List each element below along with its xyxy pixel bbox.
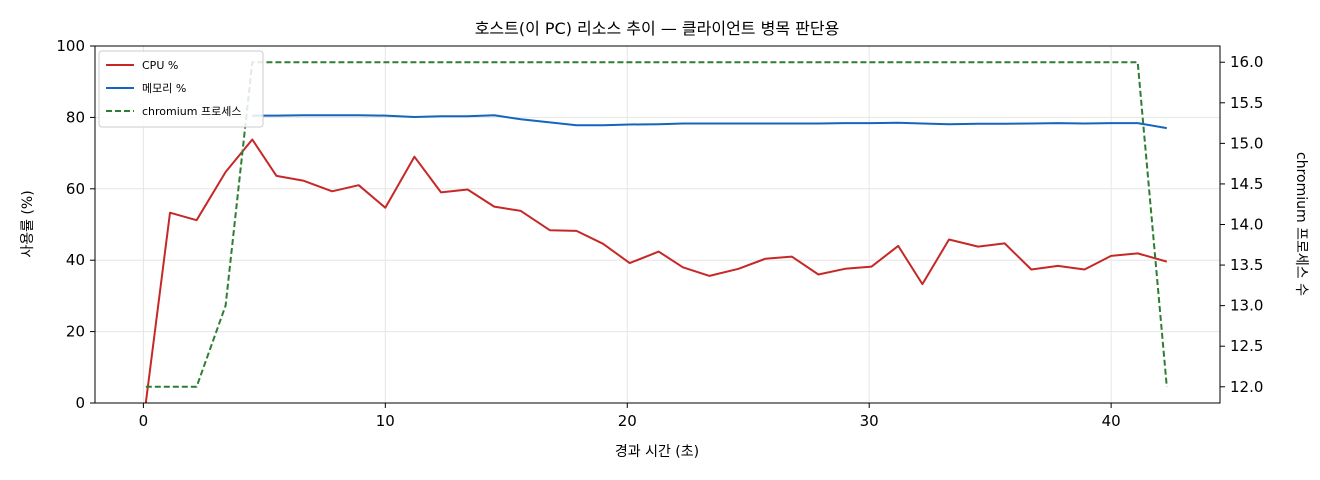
grid [95, 45, 1220, 404]
legend-box [98, 50, 264, 128]
series-line-1 [144, 138, 1168, 404]
y-axis-ticks: 0 20 40 60 80 100 [56, 37, 95, 412]
x-tick-label: 10 [376, 412, 395, 430]
plot-frame [94, 45, 1221, 404]
y-tick-label: 40 [66, 251, 85, 269]
y-tick-label: 80 [66, 108, 85, 126]
legend: CPU % 메모리 % chromium 프로세스 [98, 50, 264, 128]
y2-tick-label: 14.5 [1230, 175, 1263, 193]
legend-label: CPU % [142, 59, 178, 72]
series-layer [144, 61, 1168, 404]
y2-tick-label: 15.5 [1230, 94, 1263, 112]
x-axis-ticks: 0 10 20 30 40 [139, 403, 1121, 430]
x-tick-label: 20 [618, 412, 637, 430]
y2-tick-label: 13.5 [1230, 256, 1263, 274]
y-tick-label: 60 [66, 180, 85, 198]
y2-tick-label: 12.5 [1230, 337, 1263, 355]
y2-tick-label: 13.0 [1230, 297, 1263, 315]
y2-axis-label: chromium 프로세스 수 [1293, 152, 1309, 296]
y-tick-label: 100 [56, 37, 85, 55]
series-line-3 [145, 61, 1168, 388]
x-tick-label: 40 [1102, 412, 1121, 430]
x-tick-label: 0 [139, 412, 149, 430]
x-axis-label: 경과 시간 (초) [615, 444, 699, 460]
y-axis-label: 사용률 (%) [20, 190, 36, 257]
y-tick-label: 0 [75, 394, 85, 412]
y2-axis-ticks: 12.0 12.5 13.0 13.5 14.0 14.5 15.0 15.5 16.0 [1220, 53, 1263, 396]
y-tick-label: 20 [66, 323, 85, 341]
chart-title: 호스트(이 PC) 리소스 추이 — 클라이언트 병목 판단용 [475, 19, 840, 38]
legend-label: 메모리 % [142, 82, 186, 95]
x-tick-label: 30 [860, 412, 879, 430]
legend-label: chromium 프로세스 [142, 105, 241, 118]
y2-tick-label: 16.0 [1230, 53, 1263, 71]
y2-tick-label: 15.0 [1230, 134, 1263, 152]
series-line-2 [252, 114, 1167, 130]
y2-tick-label: 14.0 [1230, 216, 1263, 234]
y2-tick-label: 12.0 [1230, 378, 1263, 396]
